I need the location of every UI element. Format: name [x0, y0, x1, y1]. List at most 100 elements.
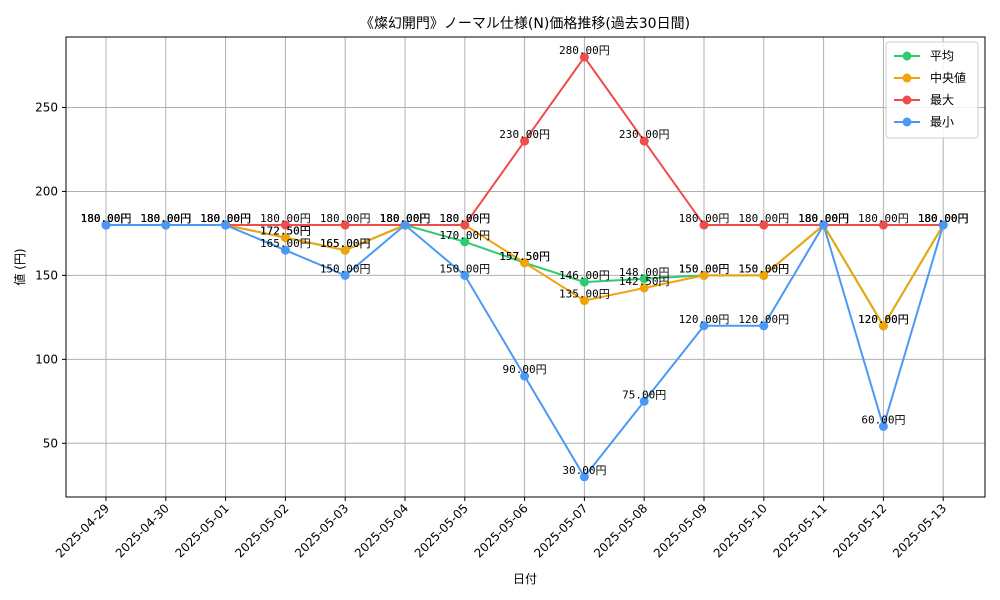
data-point [819, 220, 829, 230]
data-label: 180.00円 [798, 212, 849, 225]
data-label: 230.00円 [499, 128, 550, 141]
data-label: 165.00円 [260, 237, 311, 250]
data-label: 180.00円 [380, 212, 431, 225]
data-label: 120.00円 [858, 313, 909, 326]
data-point [579, 296, 589, 306]
data-label: 150.00円 [738, 262, 789, 275]
data-label: 180.00円 [918, 212, 969, 225]
data-label: 180.00円 [380, 212, 431, 225]
data-point [938, 220, 948, 230]
data-point [400, 220, 410, 230]
data-label: 120.00円 [738, 313, 789, 326]
data-label: 180.00円 [320, 212, 371, 225]
legend-label: 最大 [930, 93, 954, 107]
data-label: 90.00円 [503, 363, 547, 376]
data-label: 180.00円 [918, 212, 969, 225]
data-label: 150.00円 [439, 262, 490, 275]
data-label: 180.00円 [918, 212, 969, 225]
data-label: 150.00円 [679, 262, 730, 275]
y-axis-label: 値 (円) [12, 248, 27, 285]
data-point [639, 136, 649, 146]
data-label: 180.00円 [738, 212, 789, 225]
data-point [460, 220, 470, 230]
data-label: 170.00円 [439, 229, 490, 242]
data-point [280, 245, 290, 255]
data-label: 180.00円 [798, 212, 849, 225]
data-label: 157.50円 [499, 250, 550, 263]
data-label: 180.00円 [380, 212, 431, 225]
legend-box [885, 41, 979, 139]
data-point [878, 220, 888, 230]
data-label: 180.00円 [81, 212, 132, 225]
data-point [161, 220, 171, 230]
legend-label: 平均 [930, 49, 954, 63]
data-label: 75.00円 [622, 388, 666, 401]
data-label: 180.00円 [200, 212, 251, 225]
data-label: 180.00円 [200, 212, 251, 225]
data-label: 120.00円 [858, 313, 909, 326]
data-label: 180.00円 [439, 212, 490, 225]
data-label: 172.50円 [260, 225, 311, 238]
data-label: 135.00円 [559, 288, 610, 301]
legend-marker [902, 51, 912, 61]
data-point [101, 220, 111, 230]
legend-marker [902, 95, 912, 105]
data-point [340, 245, 350, 255]
data-label: 180.00円 [81, 212, 132, 225]
data-label: 150.00円 [320, 262, 371, 275]
data-label: 180.00円 [439, 212, 490, 225]
data-point [699, 321, 709, 331]
legend-item: 最大 [894, 93, 954, 107]
data-point [759, 321, 769, 331]
data-point [460, 270, 470, 280]
data-point [520, 371, 530, 381]
data-label: 60.00円 [861, 413, 905, 426]
data-point [579, 52, 589, 62]
legend-marker [902, 73, 912, 83]
data-point [878, 321, 888, 331]
data-point [639, 396, 649, 406]
legend-label: 最小 [930, 115, 954, 129]
data-label: 180.00円 [798, 212, 849, 225]
data-label: 146.00円 [559, 269, 610, 282]
data-label: 180.00円 [81, 212, 132, 225]
data-point [878, 421, 888, 431]
data-point [759, 270, 769, 280]
data-point [699, 220, 709, 230]
data-point [579, 472, 589, 482]
data-point [579, 277, 589, 287]
plot-area-frame [65, 36, 986, 498]
data-point [280, 220, 290, 230]
data-label: 165.00円 [320, 237, 371, 250]
data-label: 150.00円 [679, 262, 730, 275]
data-label: 150.00円 [738, 262, 789, 275]
data-label: 180.00円 [140, 212, 191, 225]
data-label: 230.00円 [619, 128, 670, 141]
data-label: 280.00円 [559, 44, 610, 57]
y-tick-label: 50 [43, 436, 58, 450]
data-label: 30.00円 [562, 464, 606, 477]
data-point [520, 258, 530, 268]
data-label: 148.00円 [619, 266, 670, 279]
data-label: 157.50円 [499, 250, 550, 263]
data-label: 180.00円 [380, 212, 431, 225]
data-label: 142.50円 [619, 275, 670, 288]
y-tick-label: 200 [35, 184, 58, 198]
series-lines [101, 52, 948, 482]
data-labels: 180.00円 180.00円 180.00円172.50円165.00円180.0… [81, 44, 969, 477]
data-point [759, 220, 769, 230]
data-point [340, 270, 350, 280]
legend-item: 最小 [894, 115, 954, 129]
data-label: 180.00円 [260, 212, 311, 225]
y-tick-label: 250 [35, 101, 58, 115]
data-label: 180.00円 [200, 212, 251, 225]
data-point [699, 270, 709, 280]
data-point [639, 283, 649, 293]
y-tick-label: 150 [35, 268, 58, 282]
data-label: 180.00円 [679, 212, 730, 225]
data-label: 180.00円 [858, 212, 909, 225]
data-label: 180.00円 [200, 212, 251, 225]
